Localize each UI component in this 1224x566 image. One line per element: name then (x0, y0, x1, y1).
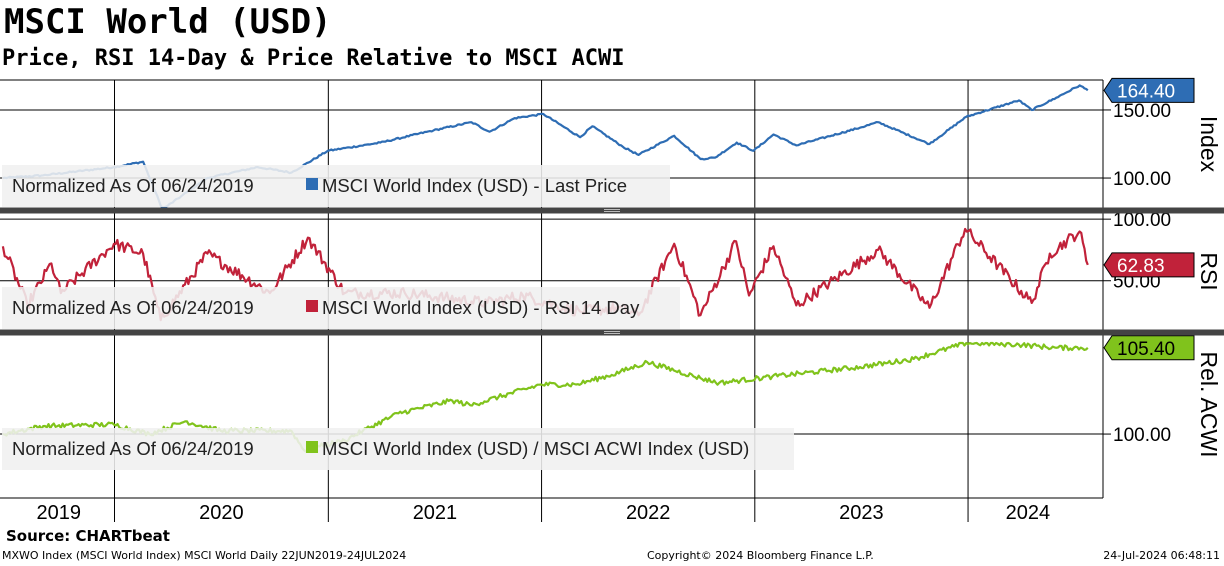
y-tick-label: 150.00 (1113, 101, 1171, 122)
legend-box (2, 165, 670, 207)
panel-price: 100.00 150.00 Normalized As Of 06/24/2019 M… (0, 77, 1222, 209)
chart-title: MSCI World (USD) (4, 2, 332, 42)
legend-series-name: MSCI World Index (USD) - Last Price (322, 175, 627, 196)
panel-separator (0, 329, 1224, 336)
legend-swatch (306, 178, 318, 190)
last-value-label: 62.83 (1117, 256, 1165, 277)
axis-label-rsi: RSI (1196, 252, 1222, 290)
footer-left: MXWO Index (MSCI World Index) MSCI World… (2, 549, 407, 562)
x-tick-label-2019: 2019 (36, 502, 81, 524)
series-line-relative (2, 341, 1089, 453)
source-note: Source: CHARTbeat (6, 527, 170, 545)
x-tick-label-2022: 2022 (626, 502, 671, 524)
x-tick-label-2021: 2021 (413, 502, 458, 524)
legend-series-name: MSCI World Index (USD) - RSI 14 Day (322, 297, 640, 318)
x-tick-label-2024: 2024 (1006, 502, 1051, 524)
panel-relative: 100.00 Normalized As Of 06/24/2019 MSCI Wo… (0, 334, 1222, 470)
legend-box (2, 428, 794, 470)
x-tick-label-2023: 2023 (839, 502, 884, 524)
legend-box (2, 287, 680, 329)
axis-label-relative: Rel. ACWI (1196, 351, 1222, 457)
last-value-label: 105.40 (1117, 339, 1175, 360)
y-tick-label: 100.00 (1113, 169, 1171, 190)
legend-prefix: Normalized As Of 06/24/2019 (12, 297, 254, 318)
last-value-flag (1103, 77, 1195, 103)
last-value-flag (1103, 252, 1195, 278)
footer-right: 24-Jul-2024 06:48:11 (1103, 549, 1220, 562)
footer-center: Copyright© 2024 Bloomberg Finance L.P. (647, 549, 874, 562)
last-value-label: 164.40 (1117, 81, 1175, 102)
legend-swatch (306, 441, 318, 453)
chart-subtitle: Price, RSI 14-Day & Price Relative to MS… (2, 46, 625, 71)
y-tick-label: 100.00 (1113, 210, 1171, 231)
axis-label-price: Index (1196, 116, 1222, 173)
legend-prefix: Normalized As Of 06/24/2019 (12, 175, 254, 196)
legend-swatch (306, 300, 318, 312)
legend-prefix: Normalized As Of 06/24/2019 (12, 438, 254, 459)
panel-separator (0, 207, 1224, 214)
y-tick-label: 100.00 (1113, 425, 1171, 446)
last-value-flag (1103, 335, 1195, 361)
legend-series-name: MSCI World Index (USD) / MSCI ACWI Index… (322, 438, 749, 459)
x-tick-label-2020: 2020 (199, 502, 244, 524)
